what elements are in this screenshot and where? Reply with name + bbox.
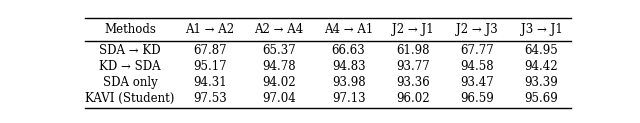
- Text: 95.17: 95.17: [193, 60, 227, 73]
- Text: 94.02: 94.02: [262, 76, 296, 89]
- Text: 97.53: 97.53: [193, 92, 227, 105]
- Text: 67.87: 67.87: [193, 44, 227, 57]
- Text: 97.04: 97.04: [262, 92, 296, 105]
- Text: 65.37: 65.37: [262, 44, 296, 57]
- Text: 64.95: 64.95: [525, 44, 558, 57]
- Text: 93.47: 93.47: [460, 76, 494, 89]
- Text: J3 → J1: J3 → J1: [520, 23, 563, 36]
- Text: 96.02: 96.02: [396, 92, 429, 105]
- Text: SDA → KD: SDA → KD: [99, 44, 161, 57]
- Text: 93.98: 93.98: [332, 76, 365, 89]
- Text: A1 → A2: A1 → A2: [185, 23, 234, 36]
- Text: 61.98: 61.98: [396, 44, 429, 57]
- Text: A2 → A4: A2 → A4: [255, 23, 304, 36]
- Text: 96.59: 96.59: [460, 92, 494, 105]
- Text: 94.78: 94.78: [262, 60, 296, 73]
- Text: 93.77: 93.77: [396, 60, 429, 73]
- Text: 93.39: 93.39: [525, 76, 558, 89]
- Text: 94.31: 94.31: [193, 76, 227, 89]
- Text: KD → SDA: KD → SDA: [99, 60, 161, 73]
- Text: 95.69: 95.69: [525, 92, 558, 105]
- Text: A4 → A1: A4 → A1: [324, 23, 373, 36]
- Text: 94.83: 94.83: [332, 60, 365, 73]
- Text: 66.63: 66.63: [332, 44, 365, 57]
- Text: 94.58: 94.58: [460, 60, 494, 73]
- Text: 93.36: 93.36: [396, 76, 429, 89]
- Text: SDA only: SDA only: [102, 76, 157, 89]
- Text: 97.13: 97.13: [332, 92, 365, 105]
- Text: Methods: Methods: [104, 23, 156, 36]
- Text: J2 → J3: J2 → J3: [456, 23, 498, 36]
- Text: 67.77: 67.77: [460, 44, 494, 57]
- Text: J2 → J1: J2 → J1: [392, 23, 434, 36]
- Text: 94.42: 94.42: [525, 60, 558, 73]
- Text: KAVI (Student): KAVI (Student): [85, 92, 175, 105]
